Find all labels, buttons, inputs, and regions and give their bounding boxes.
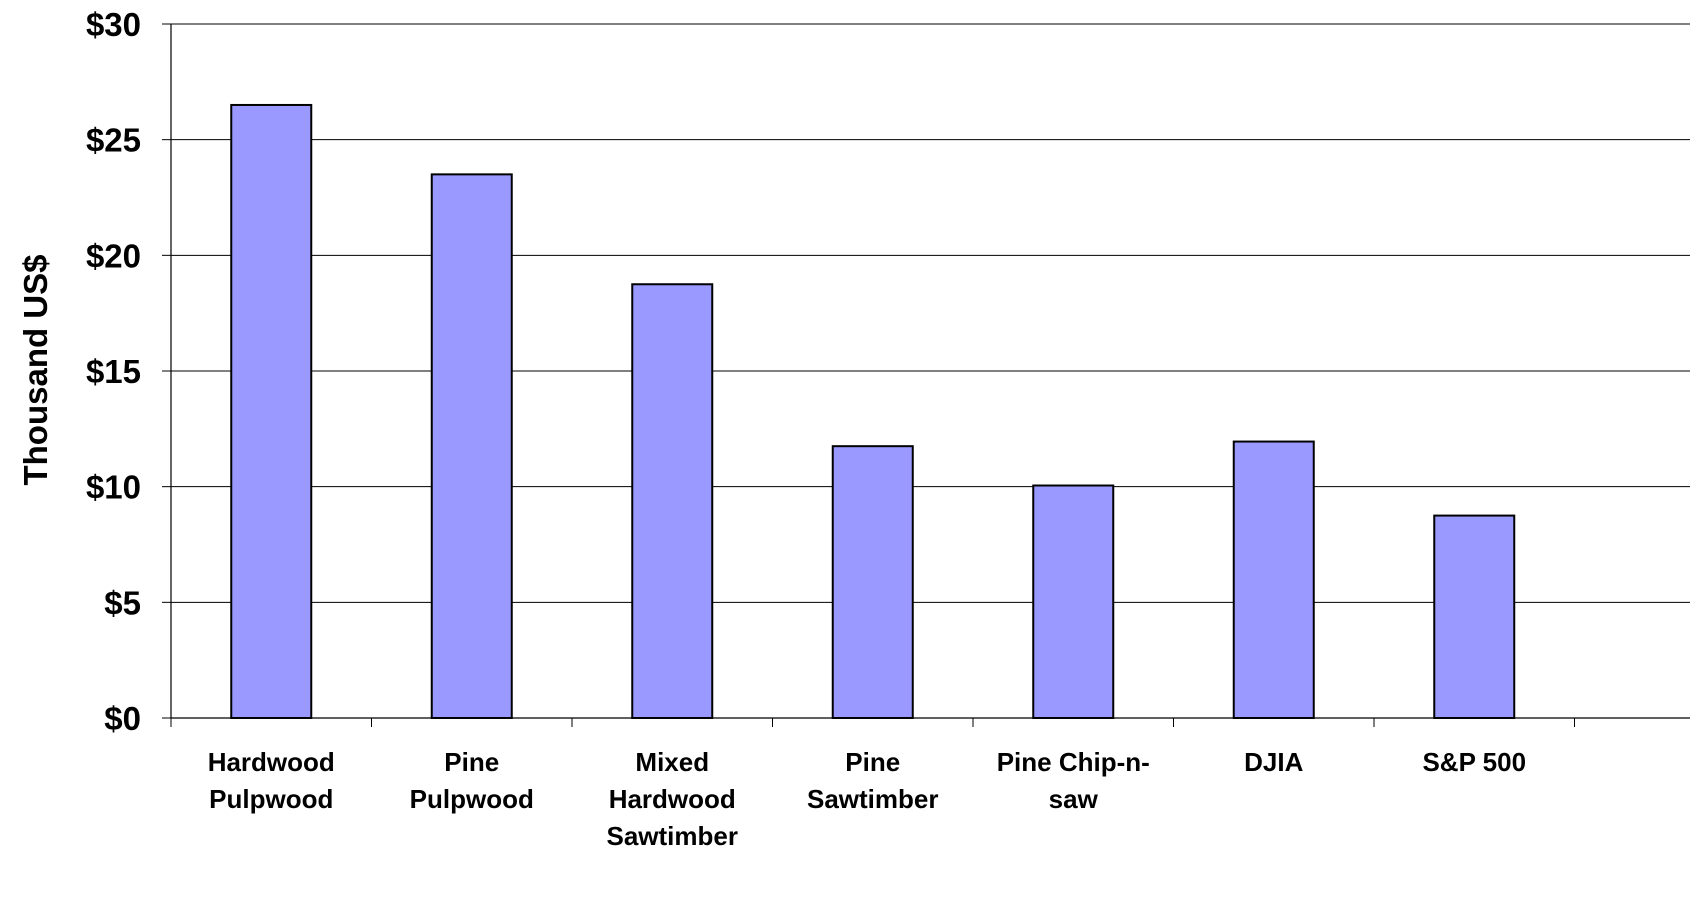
x-category-labels: Hardwood Pulpwood Pine Pulpwood Mixed Hardwoo… (208, 747, 1526, 851)
x-category-label: Pine Sawtimber (807, 747, 939, 814)
x-category-label-line: Mixed (635, 747, 709, 777)
x-category-label-line: Hardwood (609, 784, 736, 814)
bar (230, 103, 313, 719)
x-category-label: Mixed Hardwood Sawtimber (607, 747, 739, 851)
x-category-label-line: Sawtimber (607, 821, 739, 851)
x-category-label-line: saw (1049, 784, 1099, 814)
bar (831, 445, 914, 719)
x-category-label-line: S&P 500 (1422, 747, 1526, 777)
bar (1232, 440, 1315, 719)
y-tick-label: $10 (86, 469, 141, 506)
bar (631, 283, 714, 719)
y-tick-label: $30 (86, 6, 141, 43)
y-tick-label: $0 (104, 700, 141, 737)
y-tick-label: $20 (86, 237, 141, 274)
x-category-label-line: Pine (444, 747, 499, 777)
x-category-label-line: Pine Chip-n- (997, 747, 1150, 777)
y-tick-label: $25 (86, 122, 141, 159)
x-category-label: Pine Chip-n-saw (997, 747, 1150, 814)
bar (1433, 514, 1516, 719)
x-category-label-line: Pulpwood (209, 784, 333, 814)
x-category-label-line: Sawtimber (807, 784, 939, 814)
x-category-label: Hardwood Pulpwood (208, 747, 335, 814)
y-tick-label: $5 (104, 584, 141, 621)
x-category-label: S&P 500 (1422, 747, 1526, 777)
bar (430, 173, 513, 720)
y-axis-title: Thousand US$ (17, 254, 54, 485)
x-category-label-line: Hardwood (208, 747, 335, 777)
y-tick-label: $15 (86, 353, 141, 390)
bar (1032, 484, 1115, 720)
x-category-label-line: DJIA (1244, 747, 1303, 777)
x-category-label: DJIA (1244, 747, 1303, 777)
x-category-label: Pine Pulpwood (410, 747, 534, 814)
axes (162, 23, 1690, 727)
bars (230, 103, 1516, 720)
y-tick-labels: $0 $5 $10 $15 $20 $25 $30 (86, 6, 141, 737)
x-category-label-line: Pine (845, 747, 900, 777)
x-category-label-line: Pulpwood (410, 784, 534, 814)
